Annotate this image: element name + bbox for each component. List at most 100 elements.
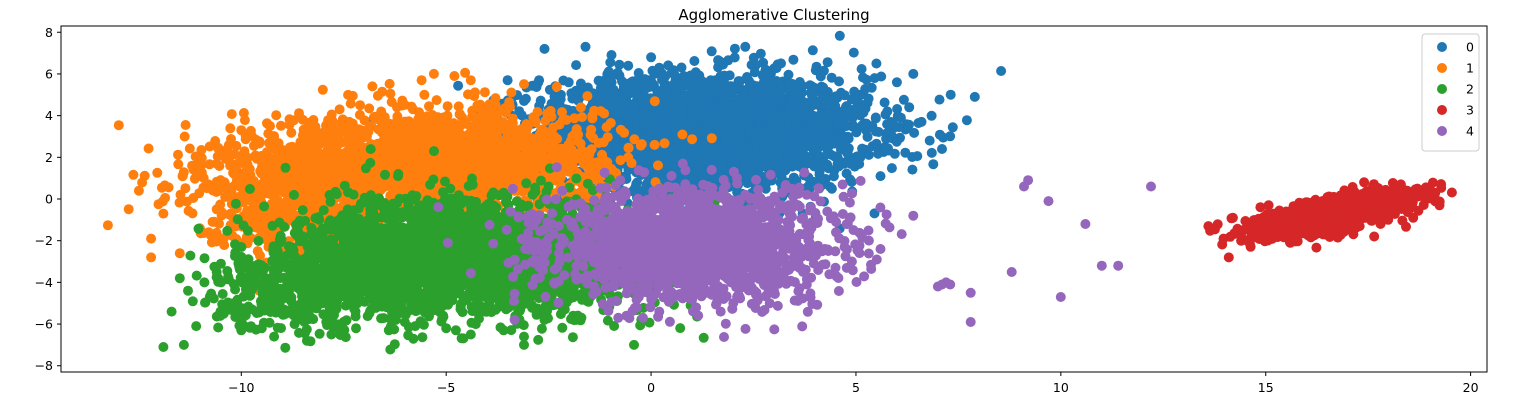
data-point-series-1 — [385, 88, 396, 99]
data-point-series-0 — [632, 91, 643, 102]
data-point-series-0 — [666, 106, 677, 117]
data-point-series-0 — [828, 171, 839, 182]
data-point-series-0 — [663, 60, 674, 71]
data-point-series-0 — [571, 60, 582, 71]
data-point-series-1 — [506, 87, 517, 98]
data-point-series-1 — [317, 84, 328, 95]
data-point-series-0 — [794, 129, 805, 140]
data-point-series-0 — [969, 91, 980, 102]
data-point-series-0 — [765, 73, 776, 84]
data-point-series-0 — [763, 86, 774, 97]
data-point-series-0 — [621, 108, 632, 119]
data-point-series-0 — [670, 70, 681, 81]
data-point-series-1 — [649, 139, 660, 150]
data-point-series-0 — [643, 152, 654, 162]
data-point-series-0 — [773, 96, 784, 107]
data-point-series-0 — [882, 143, 893, 154]
data-point-series-0 — [646, 52, 657, 63]
data-point-series-0 — [791, 160, 802, 171]
data-point-series-0 — [830, 101, 841, 112]
data-point-series-0 — [657, 112, 668, 123]
data-point-series-1 — [567, 162, 578, 172]
data-point-series-1 — [575, 138, 586, 149]
data-point-series-0 — [909, 127, 920, 138]
data-point-series-0 — [453, 80, 464, 91]
data-point-series-1 — [271, 110, 282, 121]
data-point-series-0 — [502, 75, 513, 86]
data-point-series-1 — [567, 131, 578, 142]
data-point-series-0 — [708, 110, 719, 120]
data-point-series-0 — [755, 48, 766, 59]
data-point-series-1 — [551, 81, 562, 92]
data-point-series-1 — [575, 102, 586, 113]
data-point-series-0 — [617, 76, 627, 87]
data-point-series-0 — [926, 110, 937, 121]
data-point-series-0 — [758, 130, 768, 141]
data-point-series-1 — [504, 97, 515, 108]
data-point-series-0 — [871, 58, 882, 69]
data-point-series-1 — [431, 95, 442, 106]
data-point-series-1 — [152, 167, 163, 178]
data-point-series-0 — [715, 154, 726, 165]
data-point-series-0 — [800, 112, 811, 123]
data-point-series-0 — [947, 122, 958, 133]
data-point-series-0 — [769, 119, 779, 129]
data-point-series-0 — [934, 94, 945, 105]
data-point-series-0 — [678, 71, 689, 81]
data-point-series-1 — [364, 103, 375, 114]
data-point-series-0 — [719, 97, 729, 107]
data-point-series-0 — [834, 119, 845, 129]
data-point-series-0 — [654, 62, 665, 73]
data-point-series-0 — [822, 57, 833, 68]
data-point-series-1 — [102, 220, 113, 231]
data-point-series-1 — [597, 149, 607, 160]
data-point-series-0 — [833, 155, 844, 166]
data-point-series-0 — [519, 96, 529, 106]
data-point-series-1 — [706, 133, 717, 144]
data-point-series-1 — [479, 87, 490, 98]
data-point-series-0 — [904, 102, 915, 113]
data-point-series-0 — [623, 60, 634, 71]
data-point-series-0 — [713, 55, 724, 66]
data-point-series-0 — [857, 120, 868, 131]
data-point-series-1 — [582, 91, 593, 102]
data-point-series-1 — [540, 115, 551, 126]
data-point-series-0 — [698, 107, 709, 117]
data-point-series-0 — [926, 147, 937, 158]
data-point-series-0 — [761, 161, 772, 172]
data-point-series-0 — [846, 176, 857, 187]
data-point-series-1 — [557, 107, 567, 118]
points-layer — [102, 30, 1457, 355]
data-point-series-0 — [875, 171, 886, 182]
data-point-series-0 — [805, 87, 816, 98]
data-point-series-0 — [855, 89, 866, 100]
data-point-series-1 — [677, 129, 688, 140]
data-point-series-0 — [783, 69, 794, 80]
data-point-series-1 — [590, 170, 601, 181]
data-point-series-0 — [713, 121, 724, 132]
data-point-series-0 — [781, 151, 792, 162]
data-point-series-1 — [577, 112, 587, 123]
data-point-series-0 — [856, 64, 867, 74]
data-point-series-0 — [907, 164, 918, 175]
data-point-series-1 — [419, 89, 430, 100]
data-point-series-0 — [723, 123, 734, 134]
data-point-series-0 — [908, 68, 919, 79]
data-point-series-0 — [738, 87, 749, 98]
data-point-series-0 — [879, 97, 890, 108]
data-point-series-0 — [822, 137, 833, 148]
data-point-series-0 — [691, 96, 702, 106]
data-point-series-1 — [223, 140, 234, 151]
data-point-series-0 — [937, 144, 947, 154]
data-point-series-0 — [882, 106, 893, 117]
data-point-series-0 — [671, 147, 682, 158]
data-point-series-0 — [867, 121, 878, 131]
data-point-series-0 — [802, 128, 813, 139]
data-point-series-0 — [796, 143, 807, 154]
data-point-series-0 — [848, 47, 859, 58]
data-point-series-1 — [184, 143, 195, 154]
data-point-series-0 — [749, 67, 760, 78]
data-point-series-0 — [895, 112, 906, 123]
data-point-series-0 — [785, 102, 796, 113]
